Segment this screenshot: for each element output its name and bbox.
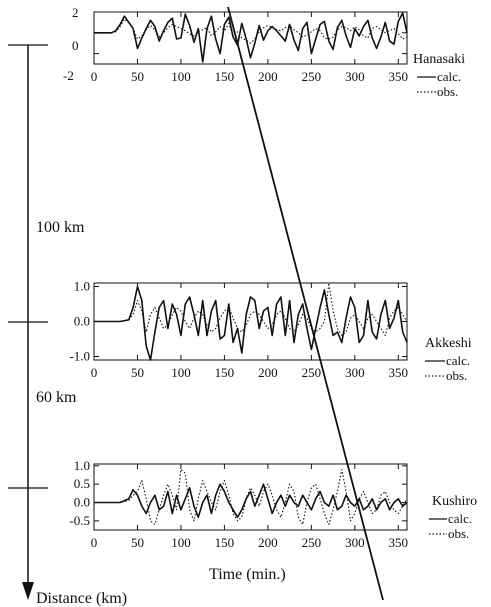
x-tick-label: 50 xyxy=(131,69,144,84)
x-tick-label: 350 xyxy=(389,365,409,380)
x-tick-label: 0 xyxy=(91,365,98,380)
plot-frame-hanasaki xyxy=(93,11,408,65)
x-tick-label: 300 xyxy=(345,69,365,84)
y-tick-label: 0.0 xyxy=(74,495,90,510)
x-tick-label: 350 xyxy=(389,69,409,84)
distance-label-100km: 100 km xyxy=(36,219,85,236)
x-tick-label: 100 xyxy=(171,535,191,550)
distance-axis-arrow xyxy=(22,582,34,600)
x-tick-label: 300 xyxy=(345,535,365,550)
station-name-akkeshi: Akkeshi xyxy=(425,336,472,351)
series-line-obs xyxy=(94,282,408,337)
x-tick-label: 150 xyxy=(215,535,235,550)
x-tick-label: 250 xyxy=(302,535,322,550)
series-line-calc xyxy=(94,12,408,63)
legend-label-calc: calc. xyxy=(446,353,470,368)
x-tick-label: 50 xyxy=(131,535,144,550)
time-axis-title: Time (min.) xyxy=(209,566,286,583)
distance-axis: 100 km 60 km Distance (km) xyxy=(8,44,127,607)
x-tick-label: 100 xyxy=(171,69,191,84)
y-tick-label: 0 xyxy=(72,38,79,53)
x-tick-label: 250 xyxy=(302,365,322,380)
panel-akkeshi: 1.0 0.0 -1.0 0 50 100 150 200 250 300 350 Akkeshi… xyxy=(69,279,471,384)
station-name-hanasaki: Hanasaki xyxy=(413,52,465,67)
legend-label-obs: obs. xyxy=(446,368,467,383)
panel-kushiro: 1.0 0.5 0.0 -0.5 0 50 100 150 200 250 300 350 Kush… xyxy=(69,458,477,550)
x-tick-label: 200 xyxy=(258,69,278,84)
station-name-kushiro: Kushiro xyxy=(432,494,477,509)
x-tick-label: 0 xyxy=(91,535,98,550)
series-line-obs xyxy=(94,468,408,526)
y-tick-label: -0.5 xyxy=(69,513,90,528)
x-tick-label: 300 xyxy=(345,365,365,380)
legend-label-obs: obs. xyxy=(448,526,469,541)
x-tick-label: 150 xyxy=(215,69,235,84)
y-tick-label: 0.5 xyxy=(74,476,90,491)
x-tick-label: 200 xyxy=(258,535,278,550)
y-tick-label: -1.0 xyxy=(69,349,90,364)
distance-label-60km: 60 km xyxy=(36,389,77,406)
x-tick-label: 250 xyxy=(302,69,322,84)
legend-label-calc: calc. xyxy=(437,69,461,84)
distance-axis-title: Distance (km) xyxy=(36,590,127,607)
y-tick-label: 1.0 xyxy=(74,458,90,473)
panel-hanasaki: 2 0 -2 0 50 100 150 200 250 300 350 Hanasaki ca… xyxy=(63,5,465,99)
legend-label-calc: calc. xyxy=(448,511,472,526)
legend-label-obs: obs. xyxy=(437,84,458,99)
x-tick-label: 150 xyxy=(215,365,235,380)
plot-frame-akkeshi xyxy=(93,282,408,361)
y-tick-label: 2 xyxy=(72,5,79,20)
x-tick-label: 0 xyxy=(91,69,98,84)
series-line-obs xyxy=(94,18,408,44)
y-tick-label: 1.0 xyxy=(74,279,90,294)
travel-time-line xyxy=(227,6,384,601)
series-line-calc xyxy=(94,285,408,361)
x-tick-label: 200 xyxy=(258,365,278,380)
y-tick-label: -2 xyxy=(63,68,74,83)
plot-frame-kushiro xyxy=(93,463,408,531)
y-tick-label: 0.0 xyxy=(74,314,90,329)
x-tick-label: 350 xyxy=(389,535,409,550)
x-tick-label: 50 xyxy=(131,365,144,380)
x-tick-label: 100 xyxy=(171,365,191,380)
